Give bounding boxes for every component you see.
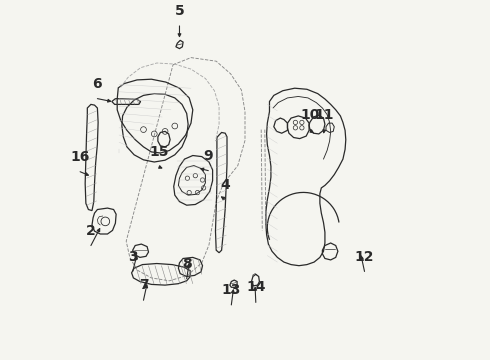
Text: 6: 6	[93, 77, 102, 91]
Text: 10: 10	[300, 108, 319, 122]
Text: 12: 12	[355, 249, 374, 264]
Text: 2: 2	[86, 224, 96, 238]
Text: 14: 14	[246, 280, 266, 294]
Text: 4: 4	[220, 177, 230, 192]
Text: 13: 13	[221, 283, 241, 297]
Text: 16: 16	[71, 150, 90, 164]
Text: 3: 3	[128, 249, 138, 264]
Text: 9: 9	[203, 149, 213, 163]
Text: 11: 11	[315, 108, 334, 122]
Text: 8: 8	[182, 257, 192, 271]
Text: 15: 15	[149, 145, 169, 159]
Text: 7: 7	[139, 278, 148, 292]
Text: 5: 5	[174, 4, 184, 18]
